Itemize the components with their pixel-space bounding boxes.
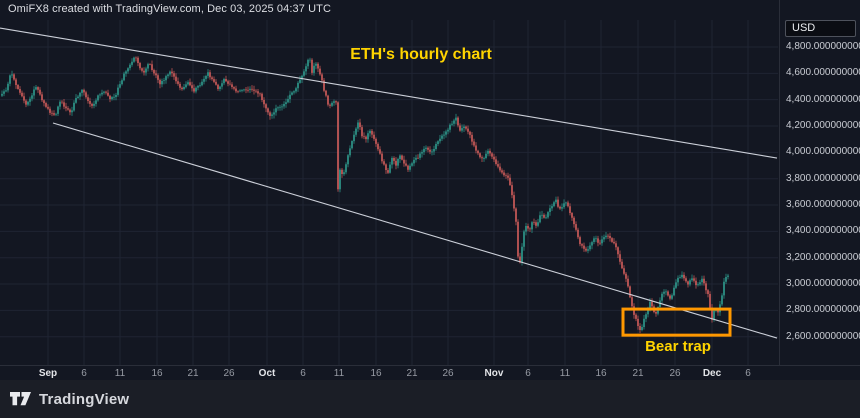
time-axis-label: 6 [300,368,306,379]
time-axis-label: 16 [151,368,163,379]
tradingview-logo-icon [10,392,31,406]
time-axis-label: 26 [223,368,235,379]
time-axis-label: 21 [187,368,199,379]
attribution-text: OmiFX8 created with TradingView.com, Dec… [8,3,332,15]
price-axis-label: 2,600.000000000 [786,330,860,342]
time-axis-label: 16 [370,368,382,379]
time-axis-label: Nov [484,368,504,379]
time-axis-label: Dec [702,368,722,379]
bear-trap-box[interactable] [621,307,732,337]
price-axis-label: 3,600.000000000 [786,199,860,211]
time-axis-label: 6 [745,368,751,379]
lower-trendline[interactable] [52,122,778,339]
grid [0,20,778,365]
tradingview-logo[interactable]: TradingView [10,390,129,408]
time-axis-label: 11 [559,368,571,379]
price-axis-label: 3,800.000000000 [786,172,860,184]
chart-title-annotation[interactable]: ETH's hourly chart [350,46,492,63]
time-axis[interactable]: Sep 6 11 16 21 26 Oct 6 11 16 21 26 Nov 6 11 16 21 26 Dec 6 [0,366,779,380]
candlestick-canvas[interactable] [0,0,779,366]
candle-wicks-up [1,56,729,332]
footer-bar: TradingView [0,380,860,418]
price-axis-label: 3,400.000000000 [786,225,860,237]
price-axis-label: 4,000.000000000 [786,146,860,158]
time-axis-label: 21 [406,368,418,379]
tradingview-brand-text: TradingView [39,390,130,408]
upper-trendline[interactable] [0,27,778,159]
axis-separator [0,365,860,366]
time-axis-label: 21 [632,368,644,379]
time-axis-label: 11 [333,368,345,379]
price-axis[interactable]: USD 4,800.000000000 4,600.000000000 4,400.… [779,0,860,366]
usd-currency-badge: USD [785,20,856,37]
time-axis-label: 26 [669,368,681,379]
bear-trap-label[interactable]: Bear trap [645,338,711,355]
price-axis-label: 4,600.000000000 [786,67,860,79]
price-axis-label: 2,800.000000000 [786,304,860,316]
time-axis-label: 26 [442,368,454,379]
time-axis-label: 11 [114,368,126,379]
price-axis-label: 4,800.000000000 [786,41,860,52]
candles [1,56,729,334]
time-axis-label: Oct [258,368,276,379]
price-axis-label: 4,400.000000000 [786,93,860,105]
price-axis-label: 3,000.000000000 [786,278,860,290]
price-axis-label: 4,200.000000000 [786,120,860,132]
trendlines[interactable] [0,27,778,339]
time-axis-label: Sep [38,368,58,379]
time-axis-label: 6 [525,368,531,379]
price-axis-label: 3,200.000000000 [786,251,860,263]
time-axis-label: 6 [81,368,87,379]
time-axis-label: 16 [595,368,607,379]
